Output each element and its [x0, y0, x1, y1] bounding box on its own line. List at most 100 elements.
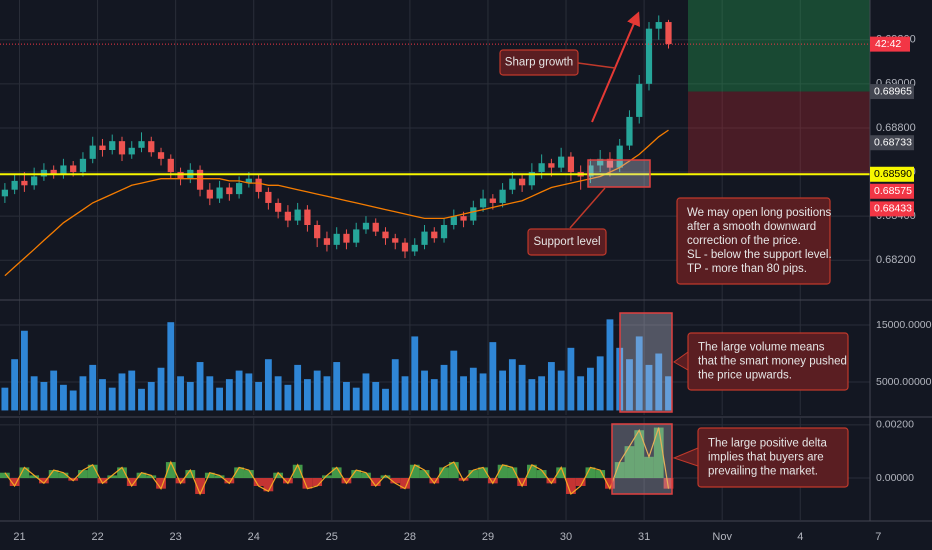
candle-body — [343, 233, 350, 243]
volume-bar — [557, 370, 565, 411]
delta-area — [78, 470, 88, 479]
delta-area — [526, 464, 537, 479]
x-tick-label: 25 — [326, 531, 338, 543]
delta-area — [400, 478, 410, 489]
delta-area — [165, 462, 176, 479]
candle-body — [70, 165, 77, 173]
volume-bar — [655, 353, 663, 411]
y-tick-label: 15000.00000 — [876, 319, 932, 331]
candle-body — [89, 145, 96, 159]
callout-text: that the smart money pushed — [698, 356, 847, 368]
candle-body — [411, 244, 418, 252]
callout-box — [499, 49, 579, 76]
volume-bar — [528, 379, 536, 411]
delta-area — [536, 470, 547, 479]
callout-box — [527, 228, 607, 256]
price-tag — [870, 201, 914, 217]
volume-bar — [626, 359, 633, 411]
callout-text: Support level — [533, 236, 600, 248]
volume-bar — [235, 370, 243, 411]
candle-body — [323, 238, 331, 245]
volume-bar — [69, 390, 77, 411]
volume-bar — [421, 370, 428, 411]
delta-area — [175, 478, 186, 484]
delta-area — [487, 478, 498, 484]
price-tag-label: 0.68433 — [874, 203, 912, 215]
candle-body — [128, 147, 135, 155]
volume-bar — [362, 373, 370, 411]
candle-body — [567, 156, 575, 173]
delta-area — [185, 470, 196, 479]
candle-body — [109, 141, 116, 150]
target-zone — [688, 0, 870, 92]
y-tick-label: 0.00000 — [876, 472, 914, 484]
candle-body — [304, 209, 311, 225]
candle-body — [606, 158, 614, 168]
candle-body — [235, 183, 243, 195]
volume-bar — [294, 364, 302, 411]
volume-bar — [518, 364, 526, 411]
y-tick-label: 5000.00000 — [876, 376, 932, 388]
volume-bar — [596, 356, 604, 411]
candle-body — [645, 28, 653, 84]
candle-body — [50, 169, 57, 175]
callout-box — [697, 427, 849, 488]
candle-body — [450, 216, 457, 225]
y-tick-label: 0.68200 — [876, 254, 916, 266]
volume-bar — [411, 336, 419, 411]
delta-area — [409, 464, 420, 479]
x-tick-label: 31 — [638, 531, 650, 543]
delta-area — [429, 478, 440, 484]
volume-bar — [60, 384, 67, 411]
volume-bar — [469, 367, 477, 411]
candle-body — [421, 231, 428, 245]
candle-body — [255, 178, 262, 192]
delta-area — [517, 478, 527, 486]
delta-area — [224, 478, 235, 484]
delta-area — [136, 472, 147, 479]
callout-pointer — [569, 187, 606, 229]
delta-area — [566, 478, 576, 494]
volume-bar — [460, 376, 467, 411]
price-tag — [870, 183, 914, 199]
volume-bar — [440, 364, 448, 411]
price-tag — [870, 84, 914, 100]
x-tick-label: 7 — [875, 531, 881, 543]
volume-bar — [138, 388, 145, 411]
delta-area — [468, 470, 479, 479]
volume-bar — [313, 370, 321, 411]
volume-bar — [508, 359, 516, 411]
volume-bar — [489, 342, 497, 411]
candle-body — [275, 202, 282, 212]
volume-bar — [635, 336, 643, 411]
delta-area — [263, 478, 274, 492]
delta-area — [614, 462, 625, 479]
candle-body — [470, 207, 477, 221]
callout-box — [676, 197, 831, 285]
delta-area — [351, 470, 362, 479]
volume-bar — [108, 387, 116, 411]
delta-area — [253, 478, 264, 486]
moving-average — [4, 129, 669, 277]
countdown-tag — [870, 36, 910, 52]
delta-area — [370, 478, 381, 486]
callout-text: the price upwards. — [698, 370, 792, 382]
delta-area — [283, 478, 293, 484]
callout-pointer — [673, 351, 689, 371]
volume-bar — [352, 387, 360, 411]
candle-body — [538, 163, 545, 173]
x-tick-label: 30 — [560, 531, 572, 543]
background-layer — [0, 0, 870, 520]
candle-body — [226, 187, 233, 195]
candle-body — [314, 225, 321, 239]
volume-bar — [587, 367, 594, 411]
callout-pointer — [672, 447, 699, 467]
delta-area — [29, 475, 40, 479]
x-tick-label: 4 — [797, 531, 803, 543]
candle-body — [21, 180, 28, 186]
volume-bar — [333, 362, 341, 411]
candle-body — [518, 178, 526, 186]
delta-area — [575, 478, 586, 486]
